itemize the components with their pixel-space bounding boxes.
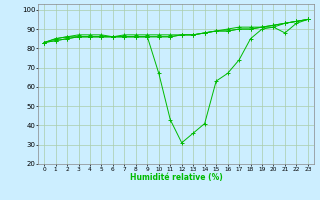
X-axis label: Humidité relative (%): Humidité relative (%) xyxy=(130,173,222,182)
